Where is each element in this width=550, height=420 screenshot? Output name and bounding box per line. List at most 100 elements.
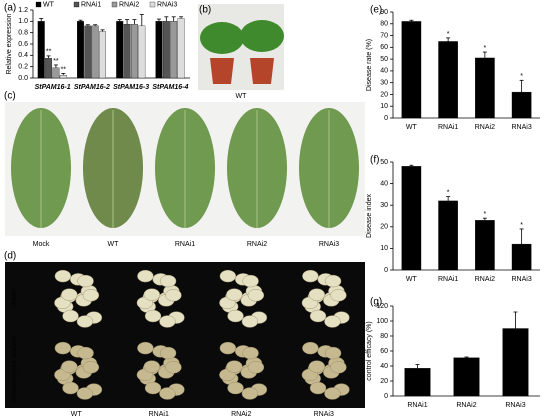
x-tick-label: RNAi1 xyxy=(438,276,458,283)
bar xyxy=(116,21,124,79)
bar xyxy=(37,21,45,79)
y-axis-label: Disease index xyxy=(366,194,373,238)
significance: * xyxy=(447,31,450,38)
y-tick-label: 70 xyxy=(380,32,388,39)
significance: ** xyxy=(46,49,52,56)
y-tick-label: 20 xyxy=(380,91,388,98)
x-tick-label: WT xyxy=(406,124,418,131)
x-tick-label: RNAi2 xyxy=(475,276,495,283)
y-tick-label: 0.6 xyxy=(18,41,28,48)
tuber xyxy=(241,387,259,400)
tuber xyxy=(302,269,319,283)
legend-label: WT xyxy=(43,1,55,8)
tuber xyxy=(247,361,265,374)
x-tick-label: RNAi3 xyxy=(512,276,532,283)
y-tick-label: 60 xyxy=(380,348,388,355)
bar xyxy=(84,25,92,79)
tuber xyxy=(324,274,342,288)
y-axis-label: Disease rate (%) xyxy=(366,39,373,91)
tuber xyxy=(159,274,177,288)
significance: * xyxy=(447,189,450,196)
bar xyxy=(475,220,495,271)
tuber xyxy=(219,269,237,283)
bar xyxy=(162,21,170,79)
photo-b xyxy=(198,4,284,90)
tuber xyxy=(159,387,176,400)
tuber xyxy=(143,360,161,373)
photo-label: WT xyxy=(236,93,248,100)
bar xyxy=(404,368,431,397)
y-tick-label: 40 xyxy=(380,68,388,75)
tuber xyxy=(82,289,100,302)
bar xyxy=(91,25,99,79)
y-tick-label: 0.0 xyxy=(18,75,28,82)
y-tick-label: 50 xyxy=(380,159,388,166)
y-tick-label: 0.8 xyxy=(18,30,28,37)
legend-swatch xyxy=(73,1,80,8)
x-tick-label: RNAi1 xyxy=(407,402,427,409)
tuber xyxy=(61,360,78,373)
tuber xyxy=(324,387,341,400)
tuber xyxy=(54,341,72,355)
pot xyxy=(250,58,274,84)
tuber xyxy=(77,274,94,288)
tuber xyxy=(302,341,319,355)
legend-label: RNAi1 xyxy=(81,1,101,8)
photo-label: RNAi1 xyxy=(149,411,169,418)
row-label: Water xyxy=(11,288,18,307)
photo-label: WT xyxy=(71,411,83,418)
tuber xyxy=(309,381,327,395)
y-tick-label: 0.2 xyxy=(18,64,28,71)
y-tick-label: 0 xyxy=(384,267,388,274)
panel-label: (d) xyxy=(4,251,16,262)
tuber xyxy=(247,289,265,302)
panel-label: (b) xyxy=(199,5,211,16)
tuber xyxy=(137,269,154,283)
tuber xyxy=(143,288,161,301)
bar xyxy=(77,21,84,79)
panel-label: (a) xyxy=(4,3,16,14)
tuber xyxy=(330,289,347,302)
bar xyxy=(170,21,178,79)
tuber xyxy=(241,315,259,328)
legend-swatch xyxy=(35,1,42,8)
bar xyxy=(130,24,138,79)
bar xyxy=(502,328,529,397)
photo-label: RNAi3 xyxy=(314,411,334,418)
bar xyxy=(138,25,146,79)
tuber xyxy=(61,288,78,301)
y-tick-label: 0 xyxy=(384,115,388,122)
bar xyxy=(123,24,131,79)
tuber xyxy=(242,274,259,288)
y-tick-label: 100 xyxy=(376,318,388,325)
significance: ** xyxy=(61,66,67,73)
panel-label: (e) xyxy=(370,5,382,16)
y-tick-label: 20 xyxy=(380,224,388,231)
tuber xyxy=(159,315,176,328)
x-tick-label: StPAM16-4 xyxy=(152,84,188,91)
y-tick-label: 120 xyxy=(376,303,388,310)
tuber xyxy=(144,381,162,395)
tuber xyxy=(219,341,237,355)
y-tick-label: 80 xyxy=(380,333,388,340)
photo-label: RNAi3 xyxy=(319,241,339,248)
row-label: Streptomyces scabiei xyxy=(11,336,18,403)
tuber xyxy=(165,361,182,374)
tuber xyxy=(165,289,182,302)
bar xyxy=(438,200,458,271)
panel-label: (f) xyxy=(370,155,379,166)
tuber xyxy=(137,341,154,355)
bar xyxy=(401,21,422,119)
x-tick-label: RNAi1 xyxy=(438,124,458,131)
x-tick-label: StPAM16-2 xyxy=(74,84,110,91)
y-tick-label: 50 xyxy=(380,56,388,63)
photo-label: RNAi1 xyxy=(175,241,195,248)
x-tick-label: WT xyxy=(406,276,418,283)
bar xyxy=(475,57,495,119)
y-tick-label: 40 xyxy=(380,180,388,187)
y-tick-label: 20 xyxy=(380,378,388,385)
tuber xyxy=(62,381,79,395)
x-tick-label: RNAi2 xyxy=(456,402,476,409)
panel-label: (g) xyxy=(370,297,382,308)
